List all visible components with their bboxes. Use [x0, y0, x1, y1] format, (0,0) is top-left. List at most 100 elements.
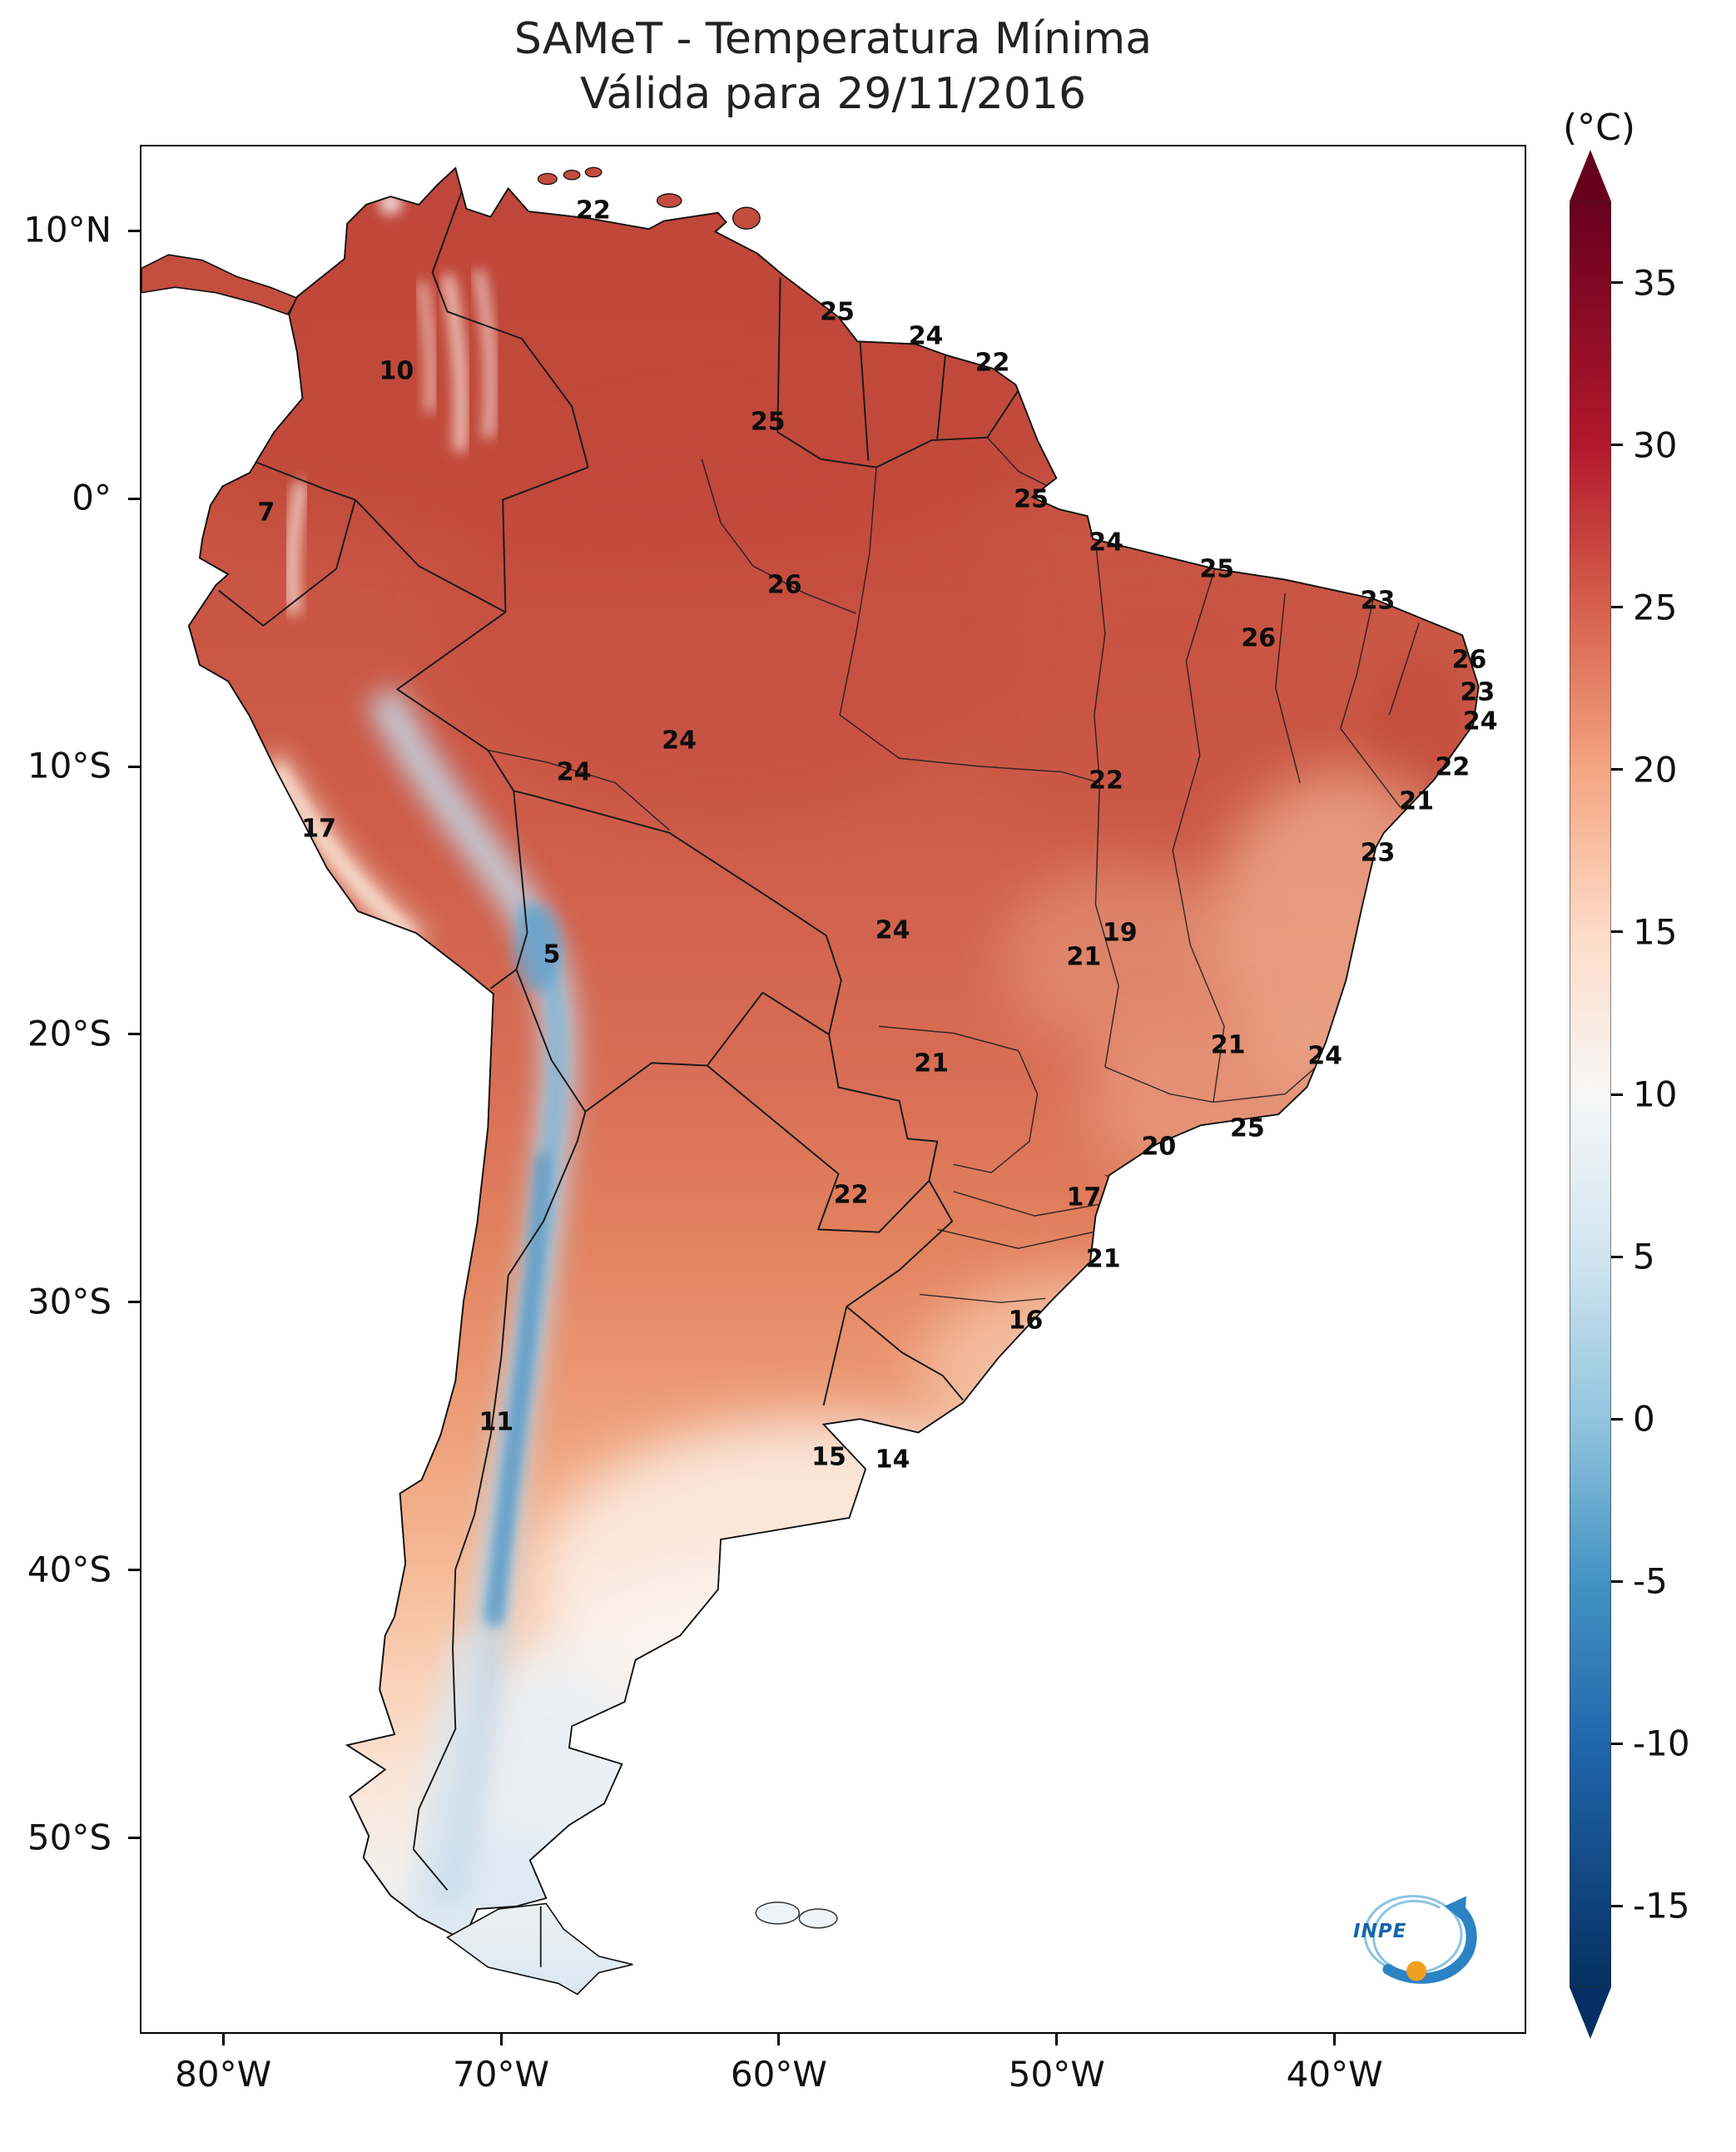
- temperature-value-label: 17: [301, 814, 337, 844]
- temperature-value-label: 23: [1360, 838, 1396, 868]
- inpe-swirl-inner: [1372, 1899, 1441, 1967]
- colorbar-tick-mark: [1611, 1579, 1623, 1583]
- inpe-orange-dot: [1406, 1961, 1426, 1981]
- tierra-del-fuego: [446, 1902, 633, 1996]
- temperature-value-label: 5: [543, 940, 561, 969]
- y-axis-ticks: 10°N 0° 10°S 20°S 30°S 40°S 50°S: [0, 145, 140, 2034]
- chart-title-line2: Válida para 29/11/2016: [579, 69, 1087, 119]
- temperature-value-label: 24: [662, 726, 697, 756]
- x-axis-ticks: 80°W 70°W 60°W 50°W 40°W: [140, 2034, 1526, 2125]
- temperature-value-label: 24: [556, 757, 592, 787]
- temperature-value-label: 24: [1307, 1041, 1343, 1071]
- temperature-value-label: 22: [975, 348, 1010, 378]
- x-tick-mark: [221, 2034, 225, 2045]
- chart-title: SAMeT - Temperatura Mínima Válida para 2…: [140, 12, 1526, 121]
- colorbar-tick-label: 30: [1633, 424, 1678, 466]
- colorbar-tick-mark: [1611, 1417, 1623, 1421]
- temperature-value-label: 17: [1066, 1183, 1102, 1212]
- colorbar-tick-mark: [1611, 606, 1623, 609]
- inpe-arrowhead: [1445, 1896, 1466, 1923]
- temperature-value-label: 21: [1210, 1030, 1246, 1060]
- colorbar-tick-label: 10: [1633, 1074, 1678, 1115]
- temperature-value-label: 24: [1462, 707, 1498, 736]
- y-tick-mark: [128, 765, 140, 768]
- country-borders: [218, 178, 1019, 1891]
- temperature-value-label: 25: [1014, 484, 1049, 514]
- colorbar-tick-mark: [1611, 1904, 1623, 1907]
- chart-title-line1: SAMeT - Temperatura Mínima: [513, 14, 1153, 64]
- inpe-logo-graphic: [1363, 1895, 1477, 1984]
- colorbar-tick-mark: [1611, 1742, 1623, 1745]
- colorbar-tick-mark: [1611, 930, 1623, 934]
- x-tick-mark: [1333, 2034, 1337, 2045]
- colombia-cordillera-band: [442, 274, 467, 452]
- temperature-value-label: 25: [1230, 1113, 1265, 1143]
- y-tick-label: 30°S: [27, 1281, 112, 1322]
- temperature-value-label: 19: [1102, 918, 1138, 948]
- colorbar-tick-mark: [1611, 444, 1623, 447]
- y-tick-mark: [128, 1301, 140, 1304]
- y-tick-label: 20°S: [27, 1013, 112, 1054]
- temperature-value-label: 23: [1460, 677, 1495, 707]
- y-tick-label: 10°N: [23, 209, 112, 250]
- temperature-value-label: 16: [1008, 1306, 1044, 1336]
- colorbar-tick-label: -10: [1633, 1723, 1690, 1764]
- temperature-value-label: 22: [1435, 752, 1471, 782]
- x-tick-label: 40°W: [1286, 2054, 1383, 2095]
- temperature-value-label: 21: [1066, 942, 1102, 972]
- temperature-value-label: 11: [479, 1407, 514, 1437]
- colorbar-tick-label: 35: [1633, 262, 1678, 304]
- temperature-value-label: 10: [379, 356, 414, 386]
- inpe-logo: INPE: [1340, 1869, 1498, 1998]
- temperature-value-label: 25: [820, 297, 855, 327]
- temperature-value-label: 22: [1089, 766, 1123, 796]
- temperature-value-label: 23: [1360, 586, 1396, 616]
- y-tick-label: 40°S: [27, 1549, 112, 1590]
- temperature-value-label: 7: [257, 498, 275, 528]
- temperature-value-label: 26: [766, 570, 802, 600]
- temperature-value-label: 24: [908, 321, 944, 351]
- state-borders: [488, 437, 1468, 1303]
- colorbar-tick-mark: [1611, 1255, 1623, 1258]
- x-tick-mark: [1055, 2034, 1059, 2045]
- colorbar-arrow-bottom: [1570, 1987, 1611, 2039]
- y-tick-label: 50°S: [27, 1817, 112, 1858]
- colorbar-arrow-top: [1570, 150, 1611, 201]
- temperature-value-label: 21: [1399, 786, 1434, 816]
- temperature-value-label: 22: [576, 196, 611, 226]
- x-tick-mark: [777, 2034, 781, 2045]
- colorbar-tick-label: 5: [1633, 1236, 1655, 1277]
- y-tick-mark: [128, 229, 140, 232]
- falkland-islands: [755, 1902, 838, 1929]
- x-tick-label: 70°W: [453, 2054, 550, 2095]
- map-plot-area: 22 25 24 22 10 25 25 7 24 25 26 23 26 26 23 24 24 22 24 22 2…: [140, 145, 1526, 2034]
- colorbar-tick-label: 20: [1633, 749, 1678, 791]
- y-tick-mark: [128, 1837, 140, 1840]
- temperature-labels-layer: 22 25 24 22 10 25 25 7 24 25 26 23 26 26 23 24 24 22 24 22 2…: [141, 146, 1525, 2032]
- x-tick-mark: [499, 2034, 503, 2045]
- inpe-logo-text: INPE: [1353, 1921, 1407, 1942]
- temperature-value-label: 25: [750, 407, 786, 437]
- colorbar-tick-label: 0: [1633, 1398, 1655, 1440]
- temperature-value-label: 24: [1089, 528, 1123, 558]
- x-tick-label: 60°W: [730, 2054, 827, 2095]
- colorbar-tick-label: 15: [1633, 911, 1678, 953]
- x-tick-label: 80°W: [175, 2054, 272, 2095]
- temperature-value-label: 14: [875, 1445, 910, 1475]
- x-tick-label: 50°W: [1008, 2054, 1105, 2095]
- colorbar-tick-mark: [1611, 1093, 1623, 1096]
- colorbar-tick-mark: [1611, 768, 1623, 771]
- temperature-value-label: 15: [811, 1442, 846, 1472]
- south-america-map: [141, 166, 1480, 1996]
- colorbar-tick-label: 25: [1633, 587, 1678, 628]
- temperature-value-label: 26: [1451, 645, 1487, 675]
- colorbar-tick-mark: [1611, 281, 1623, 285]
- colorbar-unit-label: (°C): [1563, 107, 1636, 149]
- temperature-value-label: 21: [914, 1049, 950, 1078]
- temperature-value-label: 24: [875, 915, 910, 945]
- y-tick-mark: [128, 497, 140, 500]
- colorbar-tick-label: -5: [1633, 1560, 1668, 1602]
- temperature-value-label: 25: [1199, 554, 1235, 584]
- y-tick-label: 0°: [72, 477, 112, 518]
